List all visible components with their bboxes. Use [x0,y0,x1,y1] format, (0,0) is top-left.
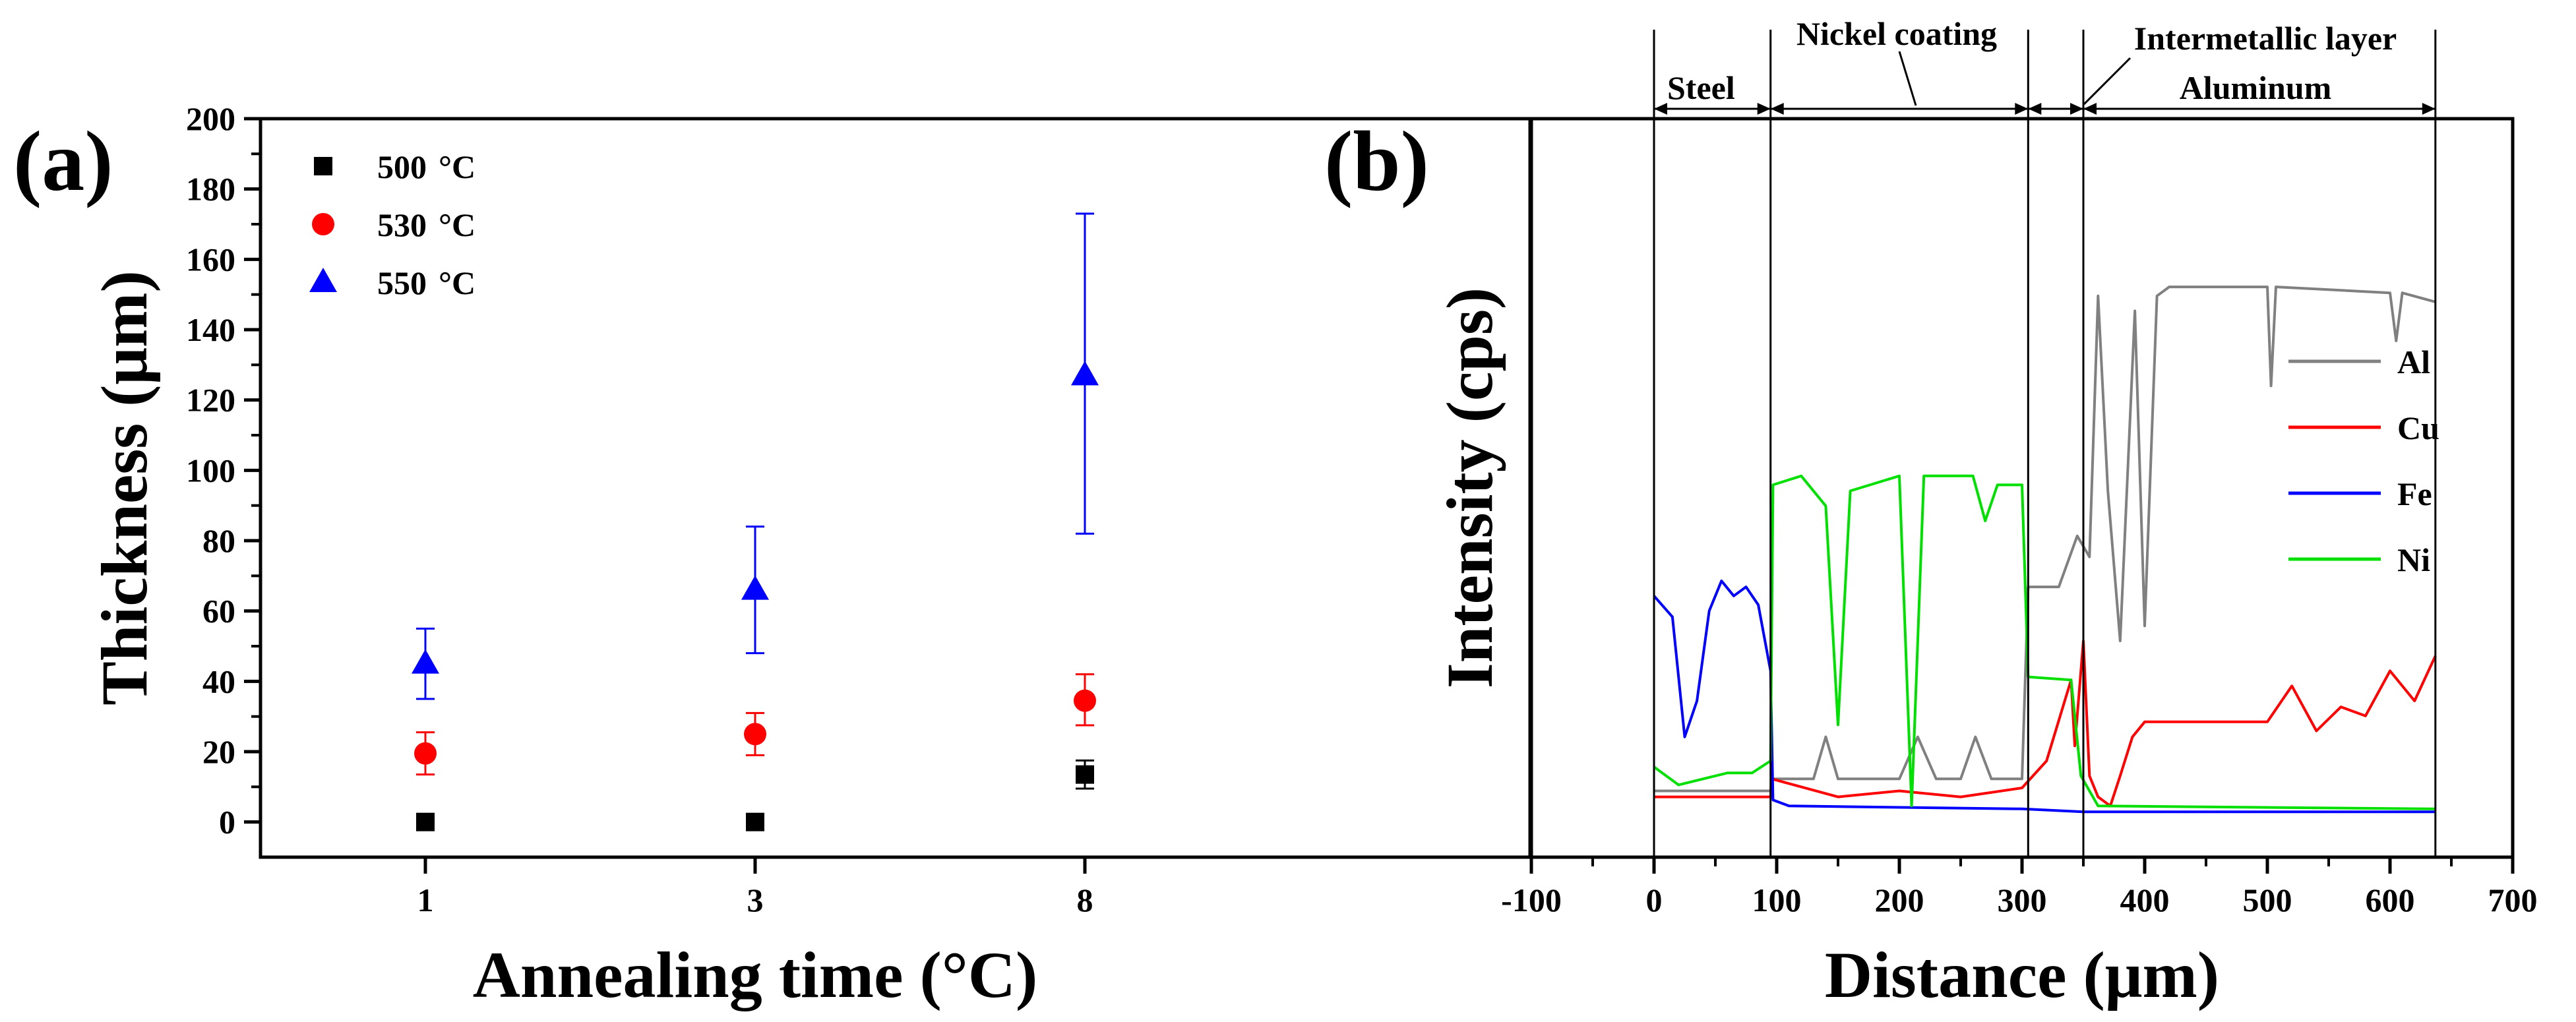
legend-label: 530 °C [377,206,475,243]
y-tick-label: 200 [186,100,235,137]
arrow-head [2422,103,2436,115]
x-tick-label: -100 [1501,882,1562,918]
y-tick-label: 60 [202,593,235,630]
data-point-circle [744,723,766,746]
legend-label: Al [2397,344,2430,380]
y-tick-label: 20 [202,733,235,770]
x-tick-label: 0 [1646,882,1663,918]
legend-label-value: 530 [377,206,427,243]
arrow-head [2015,103,2029,115]
series-line-fe [1653,580,2436,814]
leader-line [2083,57,2131,105]
arrow-head [1757,103,1771,115]
data-point-triangle [1071,361,1099,386]
legend-label: Cu [2397,409,2439,446]
panel-a-x-axis-title: Annealing time (°C) [473,938,1038,1011]
x-tick-label: 1 [417,882,434,918]
x-tick-label: 700 [2488,882,2538,918]
panel-a-x-ticks: 1 3 8 [417,857,1093,918]
y-tick-label: 140 [186,311,235,348]
x-tick-label: 100 [1752,882,1802,918]
x-tick-label: 200 [1875,882,1924,918]
legend-marker-circle [312,213,334,235]
region-label: Nickel coating [1796,15,1997,52]
region-label: Aluminum [2180,69,2332,106]
legend-marker-triangle [309,268,337,292]
legend-label-value: 550 [377,264,427,301]
y-tick-label: 40 [202,663,235,700]
x-tick-label: 600 [2366,882,2415,918]
x-tick-label: 3 [747,882,764,918]
legend-label-unit: °C [439,264,475,301]
series-line-ni [1653,474,2436,810]
leader-line [1898,51,1917,106]
y-tick-label: 160 [186,241,235,278]
x-tick-label: 500 [2243,882,2292,918]
panel-a-data-marks [412,212,1099,831]
legend-label-unit: °C [439,148,475,185]
panel-a-legend: 500 °C 530 °C 550 °C [309,148,475,301]
y-tick-label: 100 [186,452,235,489]
series-line-al [1654,286,2436,793]
panel-b-legend: Al Cu Fe Ni [2288,344,2439,578]
data-point-triangle [741,575,769,600]
data-point-triangle [412,649,439,674]
panel-a-y-ticks: 0 20 40 60 80 100 120 140 160 180 200 [186,100,261,841]
data-point-square [416,812,435,831]
y-tick-label: 0 [219,804,235,841]
region-label: Intermetallic layer [2134,20,2397,57]
data-point-circle [1074,689,1096,712]
legend-label: 550 °C [377,264,475,301]
legend-label: Ni [2397,541,2430,578]
x-tick-label: 300 [1998,882,2047,918]
legend-label-value: 500 [377,148,427,185]
legend-marker-square [314,157,332,175]
region-label: Steel [1667,69,1735,106]
panel-a-label: (a) [13,114,113,209]
series-line-cu [1654,640,2437,808]
panel-b-x-axis-title: Distance (μm) [1825,938,2219,1011]
panel-b-x-ticks: -100 0 100 200 300 400 500 600 700 [1501,857,2538,918]
y-tick-label: 120 [186,382,235,419]
panel-b-y-axis-title: Intensity (cps) [1433,287,1506,688]
data-point-circle [414,742,437,765]
arrow-head [2028,103,2042,115]
legend-label-unit: °C [439,206,475,243]
x-tick-label: 8 [1077,882,1093,918]
legend-label: 500 °C [377,148,475,185]
panel-b-region-annotations: Steel Nickel coating Intermetallic layer Al… [1653,15,2437,857]
y-tick-label: 80 [202,522,235,559]
y-tick-label: 180 [186,171,235,208]
data-point-square [1076,765,1094,784]
arrow-head [2083,103,2097,115]
panel-a-thickness-chart: (a) 0 20 40 60 80 100 120 140 160 180 200 1 3 8 500 °… [13,100,1532,1011]
panel-a-y-axis-title: Thickness (μm) [88,270,161,706]
arrow-head [1770,103,1784,115]
panel-b-label: (b) [1324,114,1429,209]
legend-label: Fe [2397,475,2432,512]
x-tick-label: 400 [2120,882,2170,918]
arrow-head [2070,103,2083,115]
panel-b-intensity-chart: (b) -100 0 100 200 300 400 500 600 700 Steel Nick… [1324,15,2538,1011]
panel-b-series-lines [1653,286,2437,814]
arrow-head [1654,103,1667,115]
data-point-square [746,812,764,831]
